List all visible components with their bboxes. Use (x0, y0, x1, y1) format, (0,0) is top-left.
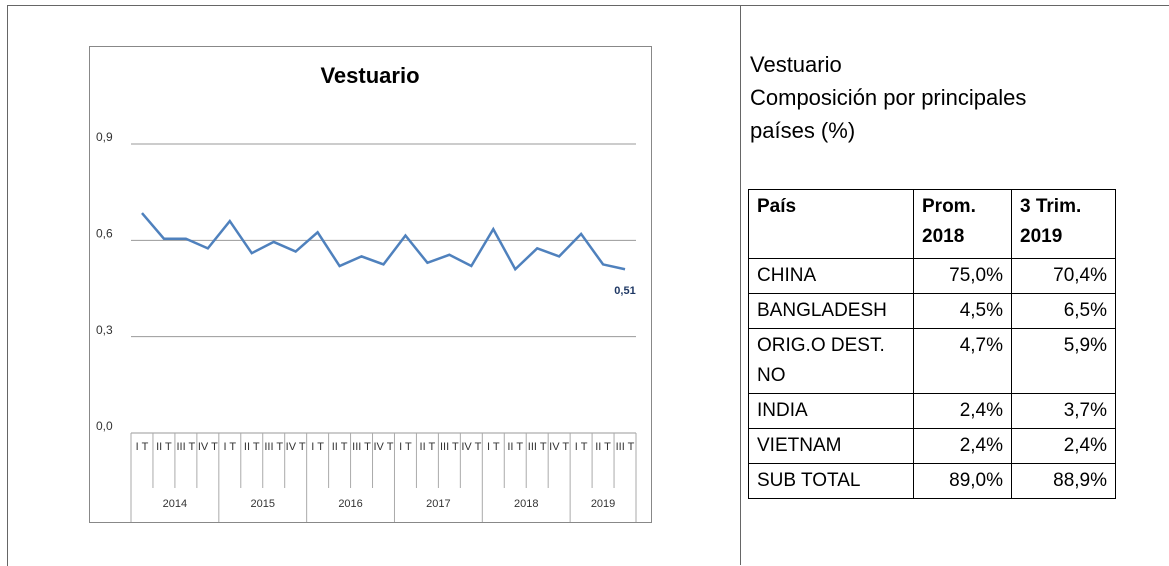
group-label: 2014 (163, 498, 187, 510)
x-tick-label: I T (135, 441, 149, 453)
x-tick-label: II T (595, 441, 611, 453)
chart-box: Vestuario 0,0 0,3 0,6 0,9 2014 2015 2016 2017 20… (89, 46, 652, 523)
group-label: 2016 (338, 498, 362, 510)
x-tick-label: I T (486, 441, 500, 453)
group-label: 2019 (591, 498, 615, 510)
table-cell: 5,9% (1011, 328, 1116, 394)
x-tick-label: III T (264, 441, 284, 453)
header-row: País Prom. 2018 3 Trim. 2019 (748, 189, 1116, 259)
x-tick-label: I T (311, 441, 324, 453)
table-cell: 88,9% (1011, 463, 1116, 499)
table-cell: 89,0% (913, 463, 1012, 499)
table-row: INDIA 2,4% 3,7% (748, 393, 1116, 429)
table-row: BANGLADESH 4,5% 6,5% (748, 293, 1116, 329)
table-cell: 70,4% (1011, 258, 1116, 294)
table-cell: ORIG.O DEST. NO (748, 328, 914, 394)
table-row: SUB TOTAL 89,0% 88,9% (748, 463, 1116, 499)
y-tick-label: 0,6 (96, 227, 113, 241)
table-row: CHINA 75,0% 70,4% (748, 258, 1116, 294)
data-label: 0,51 (614, 285, 635, 297)
x-tick-label: II T (331, 441, 348, 453)
table-cell: SUB TOTAL (748, 463, 914, 499)
group-label: 2017 (426, 498, 450, 510)
line (141, 212, 626, 272)
chart: Vestuario 0,0 0,3 0,6 0,9 2014 2015 2016 2017 20… (96, 63, 637, 522)
x-tick-label: III T (439, 441, 459, 453)
x-tick-label: III T (176, 441, 196, 453)
x-tick-label: I T (574, 441, 588, 453)
table-cell: 3,7% (1011, 393, 1116, 429)
side-title: Vestuario (750, 52, 842, 77)
x-tick-label: IV T (461, 441, 482, 453)
table-cell: BANGLADESH (748, 293, 914, 329)
table-cell: 75,0% (913, 258, 1012, 294)
header-cell: 3 Trim. 2019 (1011, 189, 1116, 259)
table-cell: 2,4% (913, 393, 1012, 429)
table-cell: CHINA (748, 258, 914, 294)
table-row: ORIG.O DEST. NO 4,7% 5,9% (748, 328, 1116, 394)
side-text: Vestuario Composición por principales pa… (750, 48, 1060, 147)
table-cell: 4,5% (913, 293, 1012, 329)
table-row: VIETNAM 2,4% 2,4% (748, 428, 1116, 464)
divider (740, 5, 741, 565)
x-tick-label: II T (507, 441, 524, 453)
x-tick-label: I T (399, 441, 412, 453)
x-tick-label: IV T (549, 441, 570, 453)
x-tick-label: IV T (373, 441, 394, 453)
y-tick-label: 0,0 (96, 419, 113, 433)
chart-title: Vestuario (320, 63, 419, 88)
table-cell: 2,4% (1011, 428, 1116, 464)
table-cell: VIETNAM (748, 428, 914, 464)
header-cell: Prom. 2018 (913, 189, 1012, 259)
x-tick-label: III T (615, 441, 635, 453)
group-label: 2018 (514, 498, 538, 510)
page: Vestuario 0,0 0,3 0,6 0,9 2014 2015 2016 2017 20… (7, 5, 1169, 566)
frame (7, 5, 1169, 566)
y-tick-label: 0,9 (96, 130, 113, 144)
x-tick-label: II T (243, 441, 260, 453)
y-tick-label: 0,3 (96, 323, 113, 337)
x-tick-label: III T (527, 441, 547, 453)
x-tick-label: I T (223, 441, 237, 453)
table-cell: 2,4% (913, 428, 1012, 464)
table: País Prom. 2018 3 Trim. 2019 CHINA 75,0% 70,… (748, 189, 1116, 499)
x-tick-label: II T (156, 441, 172, 453)
table-cell: 4,7% (913, 328, 1012, 394)
x-tick-label: IV T (197, 441, 218, 453)
x-tick-label: III T (352, 441, 371, 453)
table-body: CHINA 75,0% 70,4% BANGLADESH 4,5% 6,5% ORIG.O … (748, 258, 1116, 499)
x-tick-label: II T (419, 441, 436, 453)
header-cell: País (748, 189, 914, 259)
table-cell: 6,5% (1011, 293, 1116, 329)
x-tick-label: IV T (285, 441, 306, 453)
group-label: 2015 (250, 498, 274, 510)
table-cell: INDIA (748, 393, 914, 429)
side-subtitle: Composición por principales países (%) (750, 85, 1027, 143)
